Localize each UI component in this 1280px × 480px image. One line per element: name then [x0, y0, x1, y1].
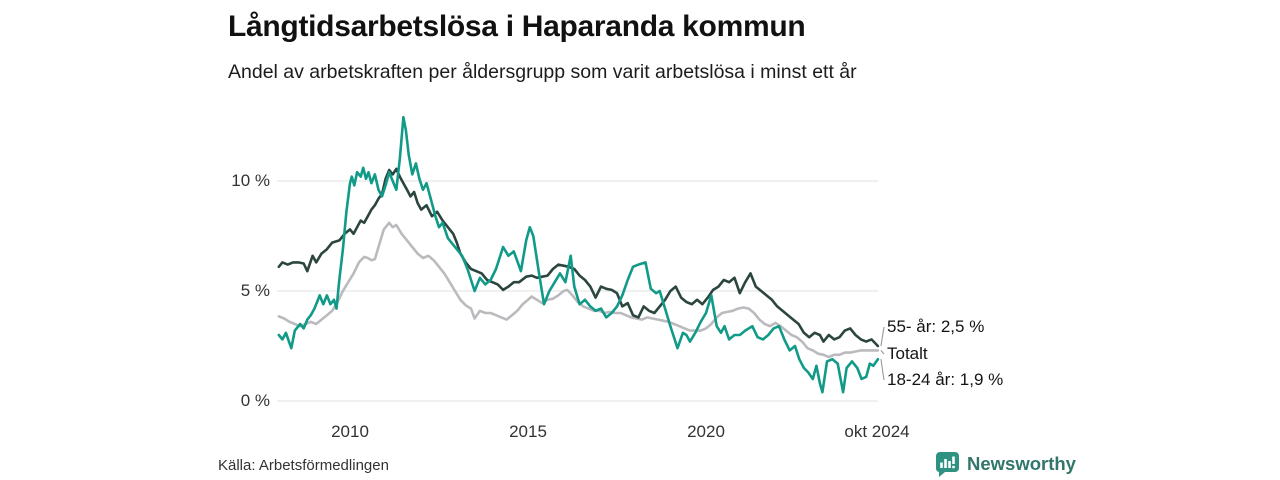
annotation-connector-18-24-år — [880, 359, 885, 381]
brand-name: Newsworthy — [967, 453, 1076, 474]
newsworthy-logo-icon — [935, 452, 959, 477]
page-title: Långtidsarbetslösa i Haparanda kommun — [228, 10, 806, 43]
y-tick-label-5: 5 % — [240, 281, 270, 300]
annotation-connector-Totalt — [880, 350, 885, 355]
x-tick-label-okt-2024: okt 2024 — [844, 422, 910, 441]
y-tick-label-0: 0 % — [240, 391, 270, 410]
series-line-55--år — [277, 167, 880, 348]
series-line-Totalt — [277, 221, 880, 359]
x-tick-label-2010: 2010 — [331, 422, 369, 441]
x-tick-label-2015: 2015 — [509, 422, 547, 441]
end-label-55--år: 55- år: 2,5 % — [887, 317, 985, 336]
source-note: Källa: Arbetsförmedlingen — [218, 457, 389, 474]
page-subtitle: Andel av arbetskraften per åldersgrupp s… — [228, 61, 857, 83]
x-tick-label-2020: 2020 — [687, 422, 725, 441]
annotation-connector-55--år — [880, 326, 885, 347]
brand-logo: Newsworthy — [934, 451, 1076, 477]
end-label-18-24-år: 18-24 år: 1,9 % — [887, 370, 1004, 389]
series-line-18-24-år — [277, 115, 880, 394]
end-label-Totalt: Totalt — [887, 344, 928, 363]
y-tick-label-10: 10 % — [231, 171, 270, 190]
